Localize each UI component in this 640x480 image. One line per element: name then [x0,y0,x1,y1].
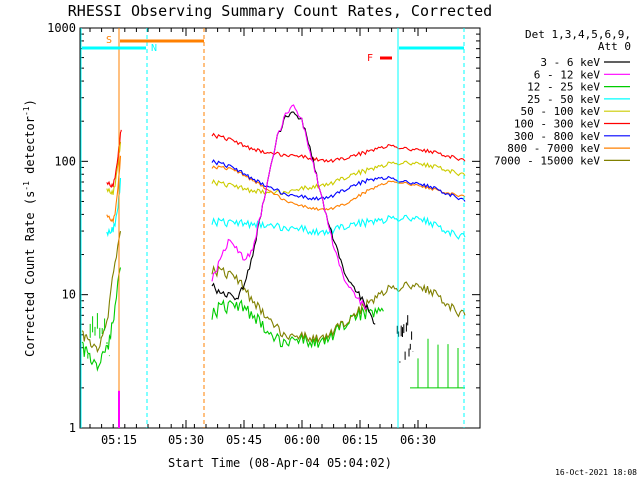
legend-header: Det 1,3,4,5,6,9, [525,28,631,41]
chart-title: RHESSI Observing Summary Count Rates, Co… [68,2,492,20]
legend-label: 6 - 12 keV [534,68,601,81]
y-tick-label: 10 [62,288,76,302]
series-red-early [106,129,122,189]
series-green-early [81,267,122,372]
y-tick-label: 100 [54,154,76,168]
x-tick-label: 05:15 [101,433,137,447]
series-magenta-main [211,104,368,311]
series-cyan-main [211,214,466,240]
y-tick-label: 1000 [47,21,76,35]
x-tick-label: 05:30 [168,433,204,447]
legend-label: 25 - 50 keV [527,93,600,106]
axis-ticks: 1 10 100 1000 05:15 05:30 05:45 06:00 06:15 06:30 [47,21,480,447]
series-olive-main [211,264,466,344]
legend-label: 50 - 100 keV [521,105,601,118]
x-tick-label: 06:30 [400,433,436,447]
night-marker-label: N [151,43,157,54]
legend-label: 3 - 6 keV [540,56,600,69]
x-tick-label: 06:15 [342,433,378,447]
chart-marks: S N F [80,28,466,428]
y-axis-title: Corrected Count Rate (s-1 detector-1) [22,99,37,357]
legend-label: 12 - 25 keV [527,81,600,94]
series-black-main [211,111,376,325]
legend-label: 800 - 7000 keV [507,142,600,155]
saa-marker-label: S [106,35,112,46]
legend-label: 7000 - 15000 keV [494,154,600,167]
plot-frame [79,27,481,429]
legend-header-att: Att 0 [598,40,631,53]
series-yellow-main [211,160,466,196]
x-axis-title: Start Time (08-Apr-04 05:04:02) [168,456,392,470]
footer-timestamp: 16-Oct-2021 18:08 [555,468,637,477]
x-tick-label: 05:45 [226,433,262,447]
series-olive-early [81,230,122,354]
series-green-main [211,299,384,349]
series-blue-main [211,159,466,202]
series-orange-main [211,165,466,212]
flare-marker-label: F [367,53,373,64]
legend-label: 300 - 800 keV [514,130,600,143]
legend-label: 100 - 300 keV [514,118,600,131]
x-tick-label: 06:00 [284,433,320,447]
series-red-main [211,132,466,163]
y-tick-label: 1 [69,421,76,435]
